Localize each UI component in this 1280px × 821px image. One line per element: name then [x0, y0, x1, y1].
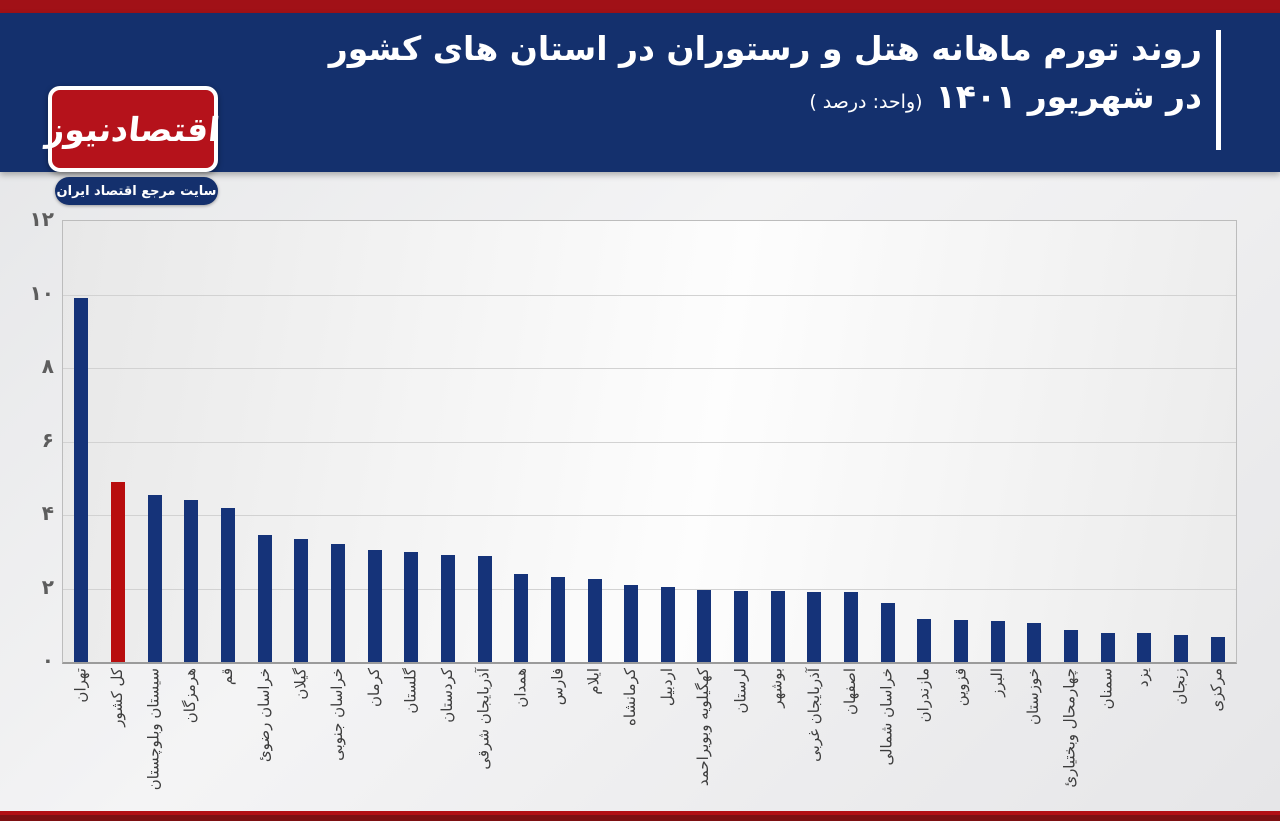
gridline [63, 368, 1236, 369]
bar [550, 577, 565, 662]
x-label: گیلان [291, 668, 310, 700]
x-label: آذربایجان غربی [804, 668, 823, 762]
bar [440, 555, 455, 662]
x-label: مازندران [914, 668, 933, 723]
bar [660, 586, 675, 662]
x-label: همدان [511, 668, 530, 708]
bar [514, 573, 529, 662]
x-label: کرمانشاه [621, 668, 640, 727]
x-label: کرمان [364, 668, 383, 708]
gridline [63, 588, 1236, 590]
bar [624, 584, 639, 662]
y-tick-label: ۰ [41, 648, 54, 672]
x-label: کردستان [437, 668, 456, 723]
x-label: ایلام [584, 668, 603, 695]
bar [257, 535, 272, 662]
bar [404, 551, 419, 662]
bar [587, 579, 602, 662]
plot-area [62, 220, 1237, 664]
x-label: خراسان جنوبی [327, 668, 346, 761]
bar [844, 592, 859, 662]
x-label: قم [217, 668, 236, 686]
chart-title-line1: روند تورم ماهانه هتل و رستوران در استان … [328, 29, 1202, 68]
x-label: اصفهان [841, 668, 860, 715]
x-label: گلستان [401, 668, 420, 714]
x-label: یزد [1134, 668, 1153, 688]
bar [1100, 632, 1115, 662]
x-label: هرمزگان [181, 668, 200, 724]
bar [477, 556, 492, 662]
chart-unit-note: (واحد: درصد ) [809, 91, 923, 114]
x-label: لرستان [731, 668, 750, 714]
bar [330, 544, 345, 662]
x-label: سمنان [1097, 668, 1116, 710]
y-tick-label: ۱۲ [29, 207, 54, 231]
bar [807, 592, 822, 662]
x-label: چهارمحال وبختیارئ [1061, 668, 1080, 788]
y-tick-label: ۲ [41, 574, 54, 599]
eghtesadnews-logo: اقتصادنیوز [44, 86, 222, 172]
bar [770, 591, 785, 662]
chart-title-month: در شهریور ۱۴۰۱ [935, 77, 1202, 117]
bar [1210, 637, 1225, 662]
gridline [63, 294, 1236, 296]
gridline [63, 515, 1236, 516]
bar [734, 590, 749, 662]
x-label: خراسان شمالی [877, 668, 896, 766]
bottom-red-strip [0, 811, 1280, 821]
bar [990, 620, 1005, 662]
bar [1174, 635, 1189, 662]
y-tick-label: ۶ [41, 427, 54, 452]
y-axis-labels: ۰ ۲ ۴ ۶ ۸ ۱۰ ۱۲ [0, 207, 54, 672]
y-tick-label: ۴ [41, 501, 54, 525]
x-label: کهگیلویه وبویراحمد [694, 668, 713, 787]
logo-tagline-text: سایت مرجع اقتصاد ایران [56, 183, 217, 199]
x-label: کل کشور [107, 668, 126, 727]
x-label: خوزستان [1024, 668, 1043, 725]
bar [74, 298, 89, 662]
bar [1027, 622, 1042, 662]
x-label: خراسان رضوئ [254, 668, 273, 763]
x-label: مرکزی [1207, 668, 1226, 712]
logo-text: اقتصادنیوز [44, 109, 222, 149]
x-label: بوشهر [767, 668, 786, 708]
bar-highlight [110, 481, 125, 662]
bar [1137, 633, 1152, 662]
x-label: آذربایجان شرقی [474, 668, 493, 770]
x-label: سیستان وبلوچستان [144, 668, 163, 791]
top-red-strip [0, 0, 1280, 13]
x-axis-labels: تهران کل کشور سیستان وبلوچستان هرمزگان قم خرا… [62, 668, 1235, 813]
bar [917, 619, 932, 662]
y-tick-label: ۸ [41, 354, 54, 378]
chart-title-line2: در شهریور ۱۴۰۱ (واحد: درصد ) [0, 76, 1202, 119]
y-tick-label: ۱۰ [29, 280, 54, 305]
bar [367, 549, 382, 662]
x-label: قزوین [951, 668, 970, 707]
x-label: البرز [987, 668, 1006, 697]
bar [220, 507, 235, 662]
bar [1064, 629, 1079, 662]
bar [954, 620, 969, 662]
gridline [63, 441, 1236, 443]
bar [697, 589, 712, 662]
title-accent-bar [1216, 30, 1221, 150]
x-label: زنجان [1171, 668, 1190, 705]
x-label: اردبیل [657, 668, 676, 707]
bar [880, 603, 895, 662]
bar [184, 500, 199, 662]
logo-tagline-pill: سایت مرجع اقتصاد ایران [55, 177, 218, 205]
title-block: روند تورم ماهانه هتل و رستوران در استان … [0, 13, 1280, 119]
bar [147, 494, 162, 662]
x-label: تهران [71, 668, 90, 703]
bar [294, 538, 309, 662]
x-label: فارس [547, 668, 566, 706]
